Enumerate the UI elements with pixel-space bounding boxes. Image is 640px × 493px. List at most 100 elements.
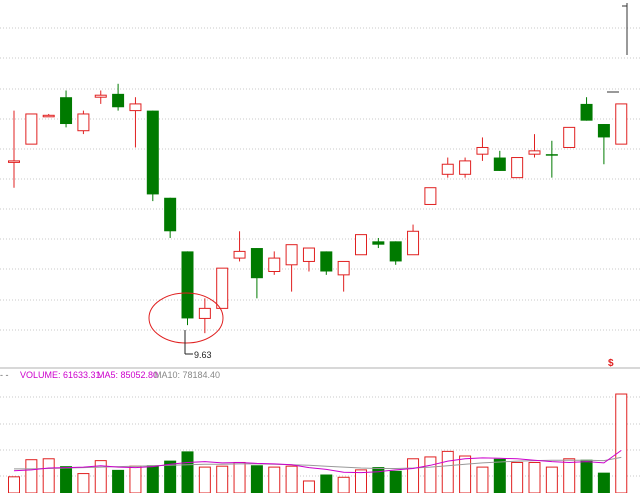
candle-body: [112, 93, 125, 108]
candle: [597, 124, 610, 165]
volume-bar: [8, 476, 20, 493]
candle: [77, 110, 90, 135]
volume-bar: [476, 466, 489, 493]
volume-bar: [146, 465, 159, 493]
volume-bar: [42, 458, 55, 493]
candle-body: [146, 110, 159, 195]
candle: [146, 110, 159, 202]
candle: [8, 110, 20, 188]
candle: [129, 97, 142, 148]
candle-body: [8, 160, 20, 163]
volume-bar: [25, 459, 38, 493]
volume-bar: [129, 465, 142, 493]
candle: [615, 103, 628, 145]
candle-body: [181, 251, 194, 319]
volume-bar: [493, 458, 506, 493]
candle: [372, 237, 385, 249]
volume-bar: [424, 456, 437, 493]
candle: [164, 197, 177, 238]
candle-body: [441, 163, 454, 175]
volume-bar: [60, 466, 73, 493]
volume-bar: [407, 458, 420, 493]
volume-legend-ma10: MA10: 78184.40: [154, 370, 220, 380]
candle: [407, 224, 420, 256]
candle: [250, 248, 263, 299]
volume-bar: [112, 469, 125, 493]
low-price-label: 9.63: [194, 350, 212, 360]
candle: [42, 113, 55, 118]
candle: [94, 90, 107, 104]
candle-body: [407, 230, 420, 256]
candle-body: [355, 234, 367, 256]
volume-bar: [355, 469, 367, 493]
candle-body: [528, 150, 541, 155]
volume-legend-prefix: - -: [0, 370, 9, 380]
candle-body: [42, 114, 55, 118]
candle: [459, 157, 472, 178]
candle: [181, 251, 194, 326]
volume-bar: [250, 465, 263, 493]
candle-body: [198, 307, 211, 319]
volume-bar-series: [8, 393, 628, 493]
candle-body: [285, 244, 298, 266]
candle: [545, 140, 558, 178]
candle-body: [476, 146, 489, 155]
volume-bar: [320, 474, 333, 493]
candle-body: [389, 241, 402, 262]
candle-body: [615, 103, 628, 145]
candle-body: [25, 113, 38, 145]
candle-body: [94, 94, 107, 98]
volume-bar: [511, 461, 524, 493]
candle: [302, 247, 315, 272]
alert-marker: $: [608, 358, 614, 369]
candle: [112, 83, 125, 111]
volume-bar: [302, 480, 315, 493]
candle-body: [597, 124, 610, 138]
volume-bar: [181, 451, 194, 493]
candle-body: [129, 103, 142, 112]
volume-bar: [164, 460, 177, 493]
candle: [25, 113, 38, 145]
candle: [268, 251, 281, 275]
candle: [441, 157, 454, 178]
volume-bar: [615, 393, 628, 493]
candle: [337, 260, 350, 292]
candle-body: [320, 251, 333, 272]
candle-body: [77, 113, 90, 132]
candle-body: [250, 248, 263, 279]
volume-ma5-line: [13, 449, 622, 474]
volume-bar: [389, 470, 402, 493]
candle: [476, 137, 489, 161]
candle-body: [233, 250, 246, 259]
candle: [511, 157, 524, 179]
volume-bar: [441, 450, 454, 493]
candle-body: [337, 260, 350, 276]
volume-bar: [216, 465, 229, 493]
candle-body: [164, 197, 177, 232]
candle-body: [372, 241, 385, 245]
volume-bar: [337, 476, 350, 493]
candle: [580, 97, 593, 121]
candle: [424, 187, 437, 205]
candle-body: [216, 267, 229, 309]
candle: [216, 267, 229, 309]
volume-legend-volume: VOLUME: 61633.31: [20, 370, 101, 380]
candle-body: [545, 154, 558, 156]
volume-bar: [563, 458, 576, 493]
candle: [285, 244, 298, 292]
volume-bar: [77, 473, 90, 493]
candlestick-series: [8, 83, 628, 334]
candle-body: [580, 103, 593, 121]
volume-bar: [580, 459, 593, 493]
candle: [528, 134, 541, 158]
volume-bar: [597, 472, 610, 493]
candle-body: [493, 157, 506, 171]
candle-body: [424, 187, 437, 205]
volume-legend-ma5: MA5: 85052.80: [97, 370, 158, 380]
volume-bar: [545, 466, 558, 493]
candle: [493, 150, 506, 171]
candle: [389, 241, 402, 265]
candle-body: [459, 160, 472, 175]
